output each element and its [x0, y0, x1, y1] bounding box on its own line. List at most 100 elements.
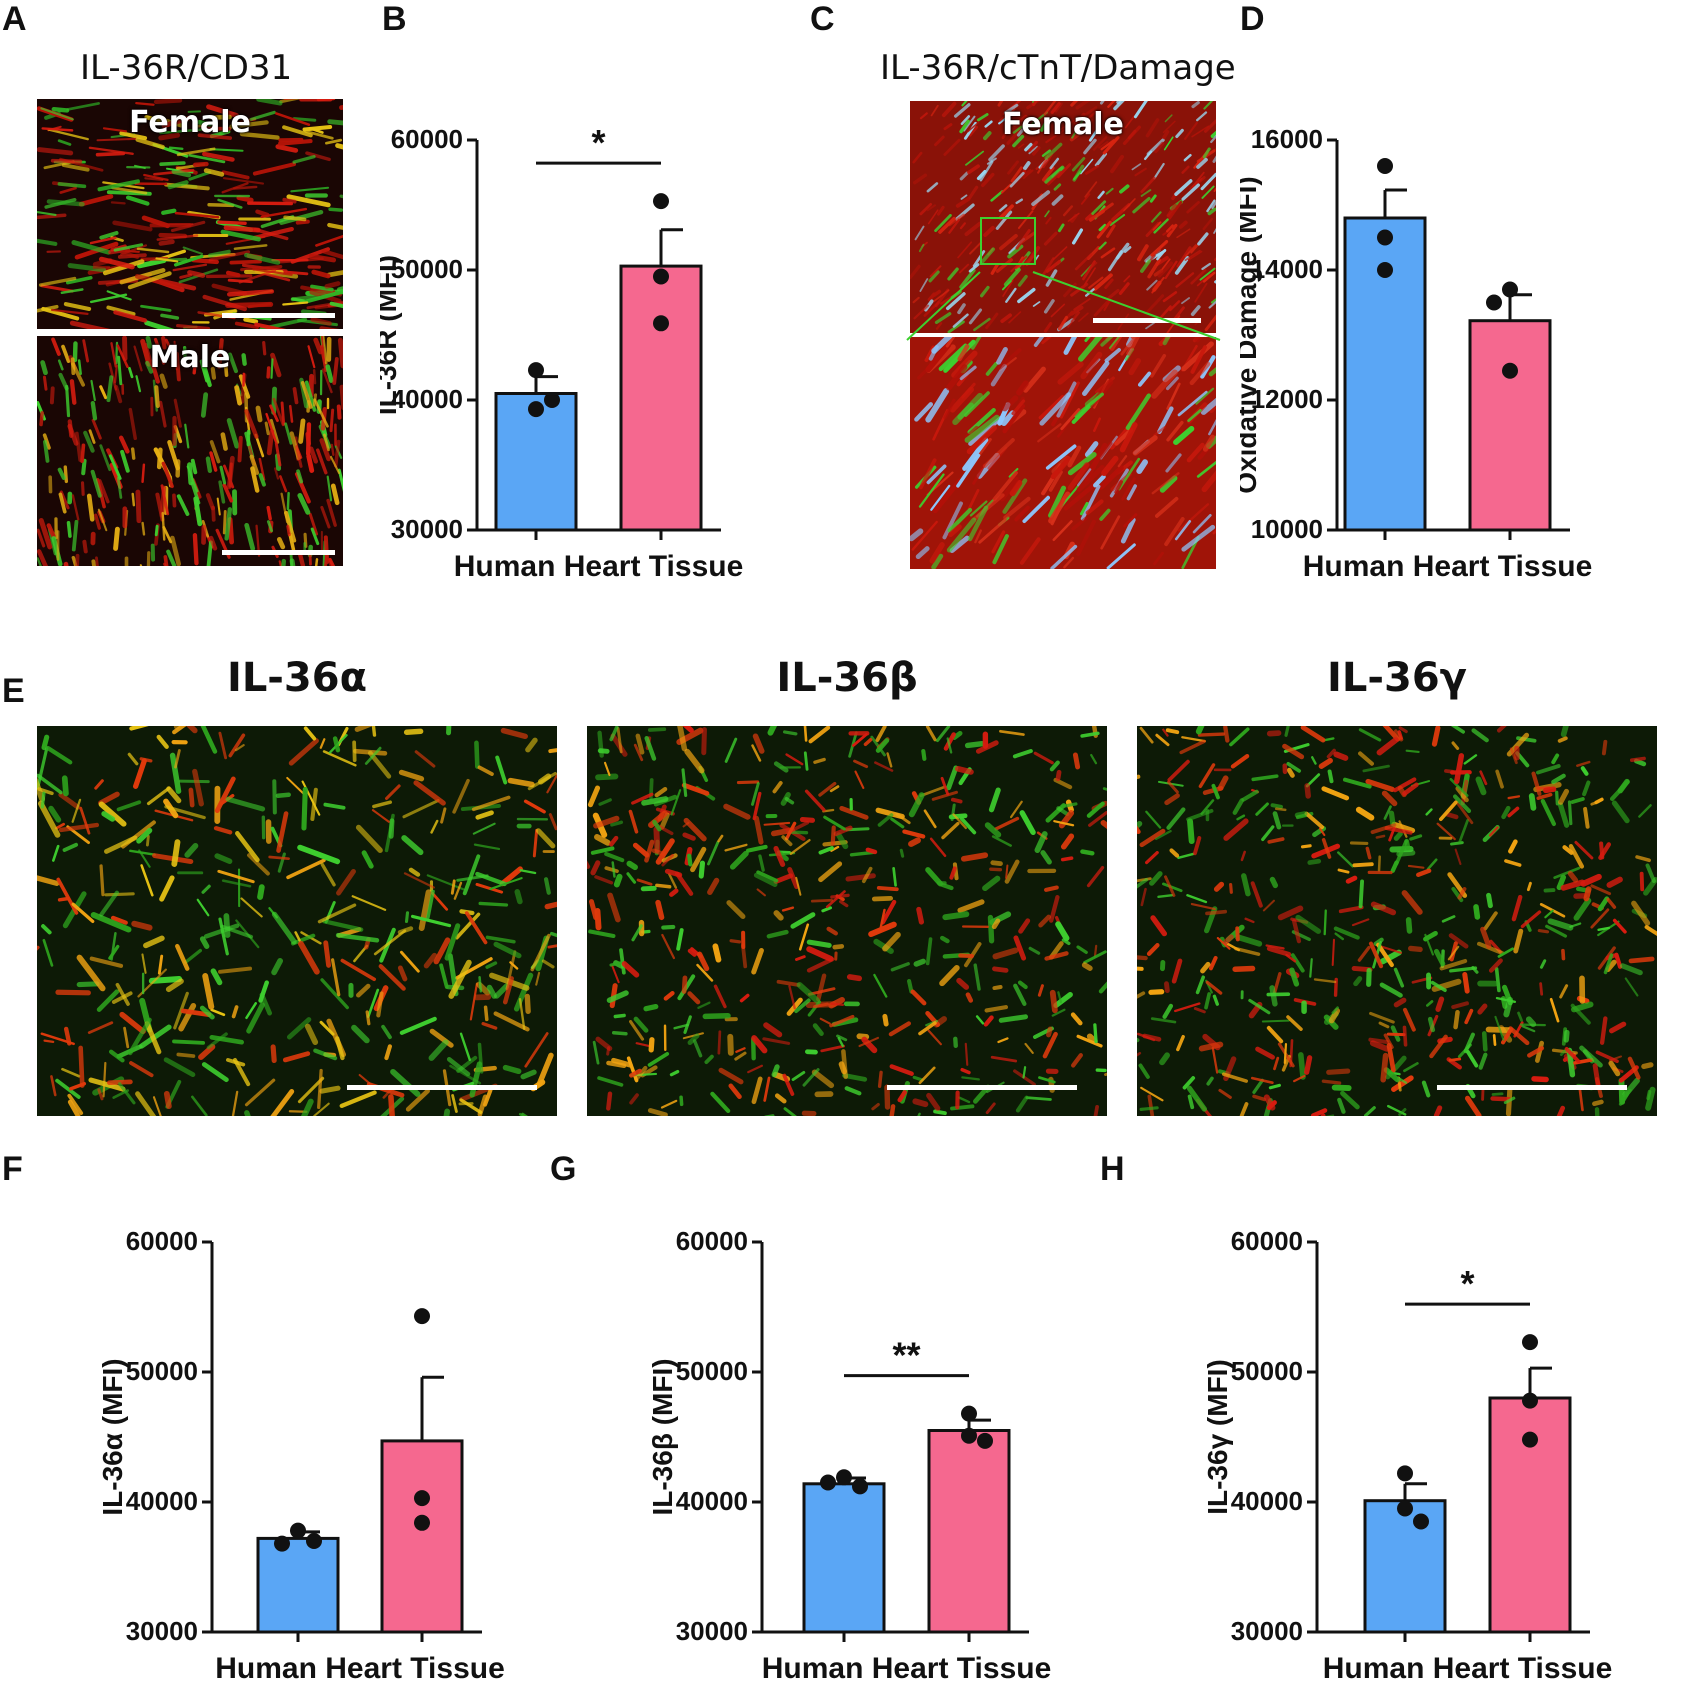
stain-streak — [816, 973, 827, 1002]
stain-streak — [1157, 406, 1174, 435]
stain-streak — [1639, 871, 1645, 892]
stain-streak — [999, 476, 1019, 502]
stain-streak — [919, 785, 946, 798]
y-tick-label: 30000 — [1231, 1616, 1303, 1646]
stain-streak — [1084, 164, 1100, 175]
stain-streak — [946, 737, 953, 754]
stain-streak — [327, 222, 343, 230]
stain-streak — [129, 1061, 154, 1078]
stain-streak — [1162, 728, 1169, 737]
micrograph-a-female: Female — [37, 99, 343, 329]
stain-streak — [1082, 360, 1110, 397]
stain-streak — [57, 467, 66, 480]
stain-streak — [450, 879, 456, 895]
stain-streak — [99, 890, 120, 917]
stain-streak — [1134, 167, 1147, 177]
stain-streak — [1117, 457, 1141, 491]
stain-streak — [1097, 190, 1105, 199]
stain-streak — [310, 317, 332, 326]
stain-streak — [676, 928, 684, 951]
stain-streak — [1263, 1094, 1276, 1111]
stain-streak — [456, 874, 489, 882]
stain-streak — [114, 384, 123, 404]
stain-streak — [707, 840, 720, 866]
stain-streak — [752, 791, 762, 821]
stain-streak — [1074, 392, 1104, 418]
stain-streak — [858, 1036, 880, 1048]
stain-streak — [959, 268, 976, 289]
stain-streak — [1038, 1076, 1056, 1084]
stain-streak — [808, 987, 836, 996]
stain-streak — [104, 892, 135, 897]
stain-streak — [158, 232, 188, 239]
stain-streak — [1034, 831, 1048, 854]
stain-streak — [936, 205, 945, 216]
stain-streak — [973, 317, 991, 332]
stain-streak — [311, 269, 331, 279]
stain-streak — [758, 854, 765, 872]
stain-streak — [282, 125, 313, 138]
stain-streak — [1022, 1066, 1027, 1079]
stain-streak — [1167, 780, 1179, 794]
stain-streak — [803, 726, 808, 742]
micrograph-a-male: Male — [37, 336, 343, 566]
stain-streak — [968, 416, 1003, 446]
stain-streak — [773, 910, 784, 921]
stain-streak — [1574, 840, 1594, 860]
stain-streak — [191, 1095, 208, 1116]
stain-streak — [188, 170, 212, 181]
stain-streak — [1491, 1092, 1504, 1096]
data-point — [274, 1535, 290, 1552]
stain-streak — [98, 256, 135, 270]
stain-streak — [71, 798, 82, 823]
stain-streak — [696, 951, 710, 972]
stain-streak — [372, 800, 393, 809]
stain-streak — [690, 846, 707, 873]
stain-streak — [1194, 337, 1204, 343]
stain-streak — [1345, 875, 1358, 884]
stain-streak — [1012, 114, 1028, 128]
stain-streak — [1151, 472, 1180, 495]
stain-streak — [1124, 115, 1135, 129]
stain-streak — [474, 740, 480, 769]
stain-streak — [332, 357, 339, 385]
stain-streak — [1099, 508, 1111, 521]
stain-streak — [808, 726, 831, 744]
stain-streak — [1121, 477, 1136, 501]
stain-streak — [96, 989, 120, 1012]
stain-streak — [1248, 998, 1271, 1015]
stain-streak — [163, 1057, 196, 1078]
stain-streak — [945, 337, 956, 348]
stain-streak — [117, 355, 123, 386]
stain-streak — [1044, 210, 1050, 218]
stain-streak — [882, 1013, 889, 1027]
data-point — [820, 1474, 836, 1491]
stain-streak — [1009, 171, 1025, 188]
stain-streak — [1405, 917, 1413, 934]
stain-streak — [1045, 259, 1061, 273]
stain-streak — [930, 104, 939, 117]
stain-streak — [819, 1017, 831, 1025]
stain-streak — [483, 1005, 489, 1022]
stain-streak — [1184, 249, 1201, 261]
stain-streak — [1088, 209, 1105, 222]
stain-streak — [1164, 114, 1173, 123]
stain-streak — [1105, 187, 1114, 195]
micrograph-c-zoom — [910, 337, 1216, 569]
y-tick-label: 60000 — [126, 1226, 198, 1256]
stain-streak — [1104, 1072, 1107, 1077]
stain-streak — [108, 944, 120, 960]
stain-streak — [950, 1104, 975, 1111]
stain-streak — [728, 1083, 742, 1100]
stain-streak — [257, 884, 265, 900]
data-point — [1522, 1431, 1538, 1448]
stain-streak — [1156, 249, 1167, 261]
stain-streak — [244, 252, 281, 265]
stain-streak — [289, 558, 296, 566]
stain-streak — [514, 889, 523, 905]
stain-streak — [1364, 1106, 1376, 1116]
stain-streak — [611, 1031, 628, 1036]
stain-streak — [1426, 858, 1438, 871]
stain-streak — [133, 345, 143, 372]
